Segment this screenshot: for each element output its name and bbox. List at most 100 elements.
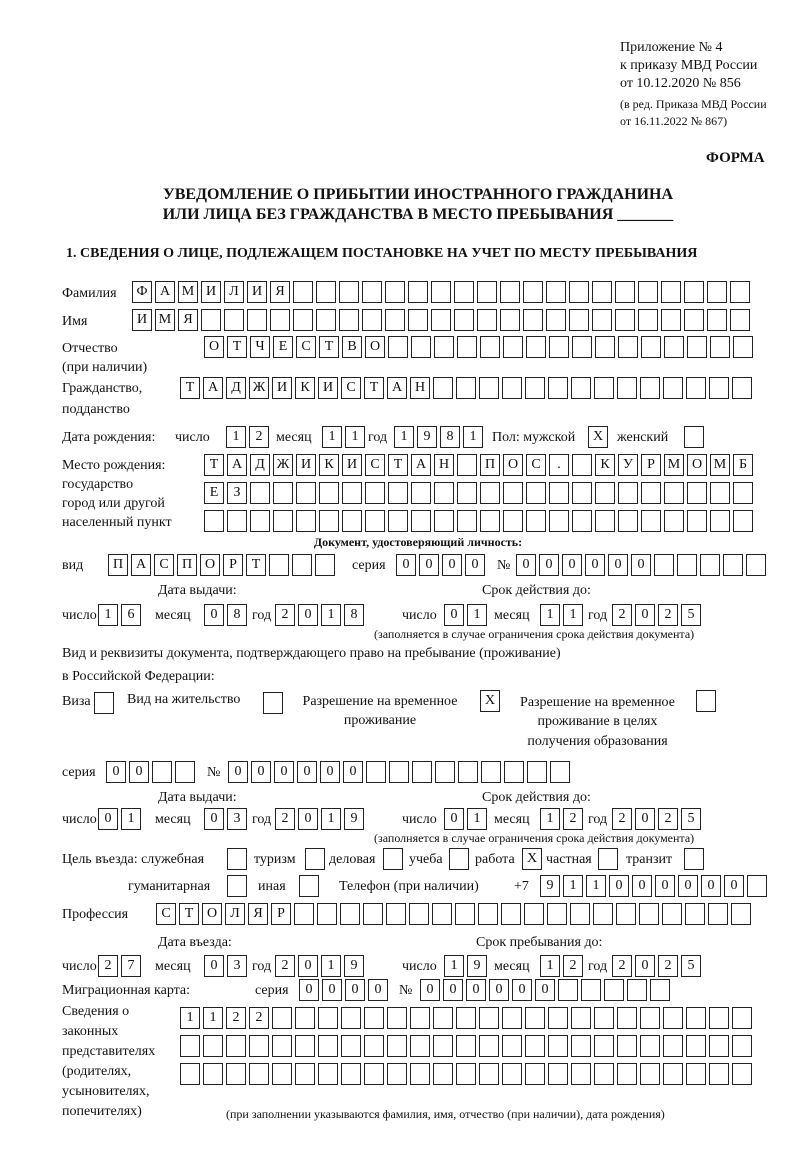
cell[interactable] xyxy=(387,1035,407,1057)
cell[interactable] xyxy=(662,903,682,925)
cell[interactable] xyxy=(341,1035,361,1057)
cell[interactable] xyxy=(546,281,566,303)
cell[interactable]: 1 xyxy=(98,604,118,626)
cell[interactable] xyxy=(316,281,336,303)
cell[interactable] xyxy=(227,875,247,897)
cell[interactable] xyxy=(684,309,704,331)
cell[interactable] xyxy=(503,510,523,532)
cell[interactable] xyxy=(500,309,520,331)
cell[interactable] xyxy=(526,482,546,504)
cell[interactable] xyxy=(411,482,431,504)
cell[interactable] xyxy=(594,1007,614,1029)
cell[interactable] xyxy=(571,377,591,399)
cell[interactable]: Я xyxy=(270,281,290,303)
cell[interactable]: 1 xyxy=(121,808,141,830)
cell[interactable] xyxy=(686,1063,706,1085)
male-checkbox[interactable]: X xyxy=(588,426,611,448)
cell[interactable] xyxy=(479,377,499,399)
cell[interactable] xyxy=(449,848,469,870)
cell[interactable] xyxy=(431,309,451,331)
cell[interactable] xyxy=(433,1063,453,1085)
cell[interactable] xyxy=(664,510,684,532)
cell[interactable] xyxy=(272,1035,292,1057)
cell[interactable]: X xyxy=(522,848,542,870)
cell[interactable] xyxy=(250,510,270,532)
cell[interactable]: Т xyxy=(180,377,200,399)
cell[interactable] xyxy=(456,1063,476,1085)
cell[interactable] xyxy=(732,377,752,399)
cell[interactable]: 1 xyxy=(467,808,487,830)
cell[interactable] xyxy=(710,482,730,504)
cell[interactable]: 0 xyxy=(631,554,651,576)
cell[interactable] xyxy=(570,903,590,925)
cell[interactable] xyxy=(203,1035,223,1057)
cell[interactable] xyxy=(548,1063,568,1085)
cell[interactable] xyxy=(527,761,547,783)
cell[interactable] xyxy=(526,510,546,532)
cell[interactable]: 0 xyxy=(204,955,224,977)
cell[interactable]: О xyxy=(204,336,224,358)
purpose-work-checkbox[interactable]: X xyxy=(522,848,545,870)
cell[interactable] xyxy=(640,1063,660,1085)
cell[interactable] xyxy=(432,903,452,925)
cell[interactable]: 0 xyxy=(396,554,416,576)
cell[interactable]: Т xyxy=(246,554,266,576)
cell[interactable] xyxy=(638,309,658,331)
cell[interactable] xyxy=(569,281,589,303)
cell[interactable]: 0 xyxy=(322,979,342,1001)
cell[interactable]: 0 xyxy=(343,761,363,783)
cell[interactable] xyxy=(316,309,336,331)
cell[interactable] xyxy=(479,1007,499,1029)
cell[interactable] xyxy=(366,761,386,783)
cell[interactable]: 0 xyxy=(320,761,340,783)
edu-residence-checkbox[interactable] xyxy=(696,690,719,712)
cell[interactable]: 0 xyxy=(466,979,486,1001)
cell[interactable] xyxy=(558,979,578,1001)
cell[interactable] xyxy=(571,1007,591,1029)
cell[interactable] xyxy=(595,336,615,358)
cell[interactable]: 1 xyxy=(180,1007,200,1029)
cell[interactable]: 2 xyxy=(658,808,678,830)
cell[interactable] xyxy=(249,1035,269,1057)
cell[interactable]: В xyxy=(342,336,362,358)
cell[interactable] xyxy=(433,1007,453,1029)
cell[interactable] xyxy=(525,1007,545,1029)
cell[interactable] xyxy=(687,482,707,504)
cell[interactable]: 1 xyxy=(563,875,583,897)
cell[interactable]: 0 xyxy=(442,554,462,576)
cell[interactable] xyxy=(272,1007,292,1029)
cell[interactable] xyxy=(664,336,684,358)
cell[interactable]: 1 xyxy=(394,426,414,448)
cell[interactable]: 1 xyxy=(467,604,487,626)
cell[interactable] xyxy=(654,554,674,576)
cell[interactable] xyxy=(733,336,753,358)
cell[interactable] xyxy=(549,510,569,532)
cell[interactable] xyxy=(227,848,247,870)
cell[interactable]: . xyxy=(549,454,569,476)
cell[interactable] xyxy=(299,875,319,897)
cell[interactable] xyxy=(604,979,624,1001)
cell[interactable] xyxy=(480,336,500,358)
cell[interactable] xyxy=(572,454,592,476)
cell[interactable] xyxy=(410,1035,430,1057)
cell[interactable] xyxy=(434,482,454,504)
cell[interactable] xyxy=(385,309,405,331)
cell[interactable] xyxy=(203,1063,223,1085)
cell[interactable] xyxy=(571,1063,591,1085)
cell[interactable]: 0 xyxy=(98,808,118,830)
cell[interactable]: Н xyxy=(434,454,454,476)
cell[interactable] xyxy=(548,1007,568,1029)
cell[interactable] xyxy=(638,281,658,303)
cell[interactable]: 0 xyxy=(539,554,559,576)
cell[interactable]: 1 xyxy=(226,426,246,448)
cell[interactable] xyxy=(433,1035,453,1057)
cell[interactable]: 1 xyxy=(321,604,341,626)
